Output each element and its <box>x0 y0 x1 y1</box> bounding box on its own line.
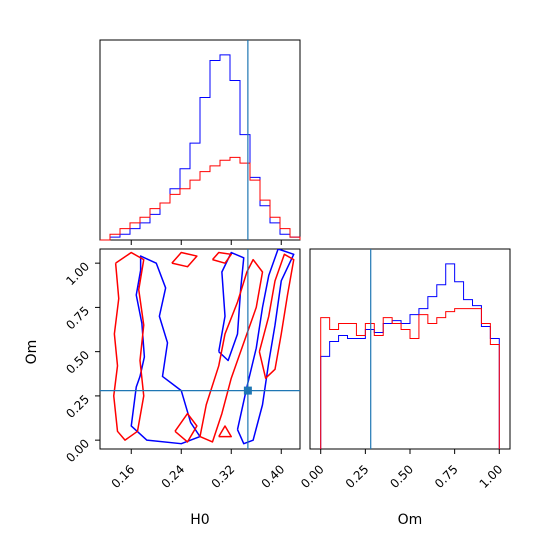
om-xtick-label-4: 1.00 <box>477 462 506 491</box>
contour-truth-marker <box>243 386 252 395</box>
contour-series-1-level-1 <box>199 258 264 443</box>
om-xtick-label-3: 0.75 <box>432 462 461 491</box>
om-xtick-label-0: 0.00 <box>298 462 327 491</box>
h0-xtick-label-1: 0.24 <box>159 462 188 491</box>
om-xtick-label-2: 0.50 <box>387 462 416 491</box>
h0-histogram-layer <box>100 40 301 241</box>
om-histogram-series-0 <box>320 263 500 449</box>
contour-series-1-level-3 <box>174 412 198 443</box>
om-ytick-label-4: 1.00 <box>63 259 92 288</box>
om-histogram-series-1 <box>320 308 500 449</box>
xlabel-h0: H0 <box>190 512 209 528</box>
contour-series-0-level-1 <box>236 249 295 445</box>
contour-series-1-level-2 <box>258 253 295 379</box>
om-ytick-label-3: 0.75 <box>63 304 92 333</box>
panel-bottom-left-frame <box>99 248 301 450</box>
h0-xtick-label-0: 0.16 <box>109 462 138 491</box>
h0-histogram-series-1 <box>100 156 301 241</box>
xlabel-om: Om <box>398 512 423 528</box>
h0-xtick-label-2: 0.32 <box>209 462 238 491</box>
om-ytick-label-1: 0.25 <box>63 392 92 421</box>
om-ytick-label-0: 0.00 <box>63 436 92 465</box>
contour-series-0-level-2 <box>218 251 245 362</box>
contour-layer <box>100 249 300 449</box>
panel-bottom-right-frame <box>309 248 511 450</box>
contour-group <box>113 249 295 445</box>
om-xtick-label-1: 0.25 <box>343 462 372 491</box>
om-histogram-layer <box>320 249 500 449</box>
panel-top-left-frame <box>99 39 301 241</box>
contour-series-1-level-6 <box>218 425 232 438</box>
tick-layer: 0.16 0.24 0.32 0.40 0.00 0.25 0.50 0.75 1.00 0.00… <box>63 240 505 491</box>
ylabel-om: Om <box>24 340 40 365</box>
om-ytick-label-2: 0.50 <box>63 348 92 377</box>
h0-xtick-label-3: 0.40 <box>259 462 288 491</box>
contour-series-1-level-4 <box>171 251 198 268</box>
contour-series-1-level-0 <box>113 251 145 441</box>
contour-series-1-level-5 <box>211 251 232 264</box>
